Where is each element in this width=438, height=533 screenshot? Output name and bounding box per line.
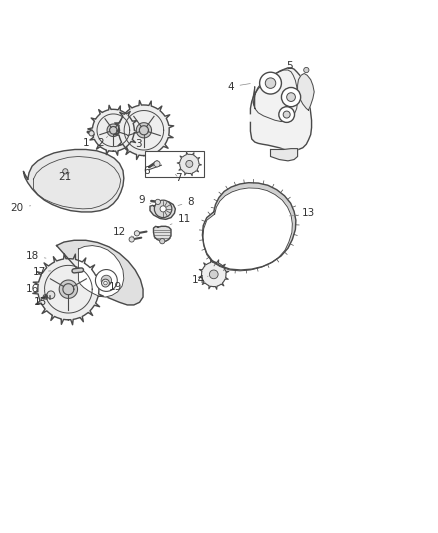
Text: 14: 14 <box>191 276 208 286</box>
Circle shape <box>104 281 107 285</box>
Text: 5: 5 <box>284 61 293 71</box>
Polygon shape <box>78 246 124 297</box>
Text: 1: 1 <box>82 135 91 148</box>
Text: 13: 13 <box>290 208 315 218</box>
Polygon shape <box>199 260 229 289</box>
Circle shape <box>159 239 165 244</box>
Text: 12: 12 <box>113 227 134 237</box>
Circle shape <box>129 237 134 242</box>
Text: 18: 18 <box>25 251 46 261</box>
Text: 6: 6 <box>144 166 153 176</box>
Circle shape <box>160 206 166 212</box>
Circle shape <box>209 270 218 279</box>
Polygon shape <box>297 74 314 110</box>
Text: 17: 17 <box>32 266 51 277</box>
Circle shape <box>155 199 160 205</box>
Circle shape <box>134 231 140 236</box>
Polygon shape <box>59 280 78 298</box>
Circle shape <box>283 111 290 118</box>
Circle shape <box>279 107 294 123</box>
Text: 2: 2 <box>97 136 108 148</box>
Text: 7: 7 <box>175 173 182 183</box>
Text: 3: 3 <box>135 136 145 149</box>
Text: 16: 16 <box>25 284 45 294</box>
Circle shape <box>102 279 110 287</box>
Polygon shape <box>57 240 143 305</box>
Circle shape <box>186 160 193 167</box>
Circle shape <box>63 169 68 174</box>
Polygon shape <box>271 149 297 161</box>
Text: 20: 20 <box>11 203 31 213</box>
Polygon shape <box>88 106 138 155</box>
Circle shape <box>101 275 112 286</box>
Text: 11: 11 <box>170 214 191 224</box>
Polygon shape <box>150 201 175 220</box>
Text: 15: 15 <box>34 297 47 308</box>
Circle shape <box>95 270 117 292</box>
Circle shape <box>287 93 295 101</box>
Circle shape <box>282 87 300 107</box>
Circle shape <box>154 200 172 217</box>
Polygon shape <box>202 183 296 270</box>
Polygon shape <box>33 254 104 325</box>
Polygon shape <box>23 149 124 212</box>
Polygon shape <box>203 188 292 271</box>
Text: 21: 21 <box>59 172 72 182</box>
Text: 9: 9 <box>138 195 151 205</box>
Polygon shape <box>114 101 174 160</box>
Text: 4: 4 <box>228 82 250 92</box>
Circle shape <box>265 78 276 88</box>
Polygon shape <box>107 124 120 136</box>
Polygon shape <box>153 227 171 241</box>
Text: 8: 8 <box>178 197 194 207</box>
FancyBboxPatch shape <box>145 151 204 177</box>
Circle shape <box>260 72 282 94</box>
Circle shape <box>89 131 94 136</box>
Circle shape <box>304 67 309 72</box>
Polygon shape <box>177 152 201 176</box>
Text: 19: 19 <box>106 282 122 293</box>
Circle shape <box>47 291 55 299</box>
Polygon shape <box>251 68 311 151</box>
Circle shape <box>154 161 160 167</box>
Polygon shape <box>136 123 152 138</box>
